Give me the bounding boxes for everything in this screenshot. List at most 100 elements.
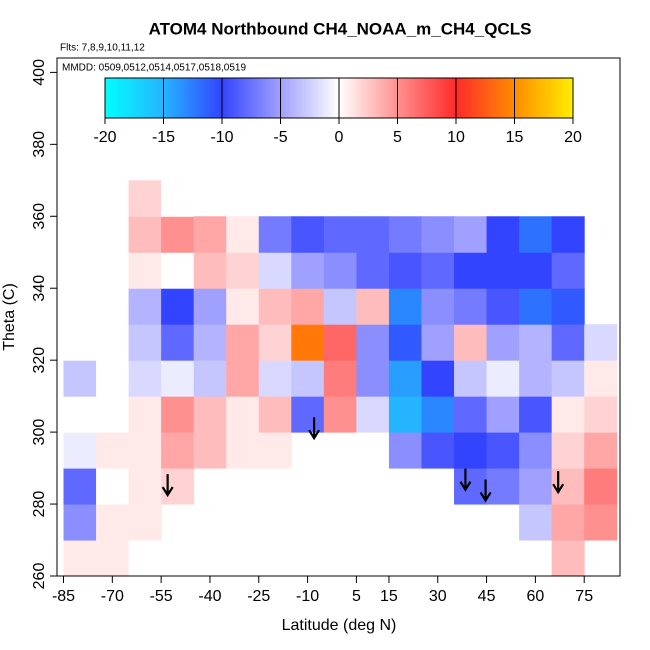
x-tick-label: 60 [526,588,544,605]
colorbar-tick-label: 5 [393,129,402,146]
heat-cell [519,216,553,253]
heat-cell [291,252,325,289]
heat-cell [193,252,227,289]
heat-cell [519,360,553,397]
x-tick-label: -10 [296,588,319,605]
heat-cell [193,396,227,433]
heat-cell [421,288,455,325]
heat-cell [128,540,162,577]
y-tick-label: 280 [31,491,48,518]
heat-cell [551,252,585,289]
heat-cell [258,324,292,361]
heat-cell [388,252,422,289]
colorbar-tick-label: -20 [93,129,116,146]
heat-cell [161,216,195,253]
y-tick-label: 320 [31,347,48,374]
heat-cell [551,288,585,325]
heat-cell [63,360,97,397]
x-tick-label: 30 [429,588,447,605]
heat-cell [519,432,553,469]
heat-cell [421,432,455,469]
colorbar-tick-label: -10 [210,129,233,146]
heat-cell [519,324,553,361]
x-tick-label: -70 [101,588,124,605]
heat-cell [96,540,130,577]
heat-cell [63,396,97,433]
heat-cell [421,360,455,397]
heat-cell [291,216,325,253]
heat-cell [63,432,97,469]
heat-cell [128,288,162,325]
x-tick-label: 5 [352,588,361,605]
heat-cell [161,288,195,325]
heat-cell [128,324,162,361]
heat-cell [96,396,130,433]
heat-cell [161,468,195,505]
heat-cell [128,180,162,217]
heat-cell [96,288,130,325]
colorbar-tick-label: 10 [447,129,465,146]
heat-cell [356,216,390,253]
heat-cell [486,468,520,505]
heat-cell [161,180,195,217]
heat-cell [161,324,195,361]
heat-cell [551,504,585,541]
heat-cell [96,324,130,361]
heat-cell [356,360,390,397]
x-tick-label: 45 [478,588,496,605]
heat-cell [551,216,585,253]
heat-cell [128,468,162,505]
heat-cell [388,432,422,469]
heat-cell [584,396,618,433]
heat-cell [388,216,422,253]
heat-cell [421,252,455,289]
heat-cell [584,324,618,361]
heat-cell [161,432,195,469]
heat-cell [96,360,130,397]
heat-cell [486,252,520,289]
y-tick-label: 400 [31,59,48,86]
heat-cell [519,288,553,325]
heat-cell [454,360,488,397]
chart-title: ATOM4 Northbound CH4_NOAA_m_CH4_QCLS [149,19,532,38]
heat-cell [128,252,162,289]
heat-cell [161,252,195,289]
plot-frame [56,57,621,577]
heat-cell [486,324,520,361]
heat-cell [486,360,520,397]
heat-cell [63,468,97,505]
arrow [459,468,472,492]
heat-cell [486,396,520,433]
heat-cell [486,432,520,469]
heat-cell [226,288,260,325]
heat-cell [551,360,585,397]
y-tick-label: 260 [31,563,48,590]
heat-cell [128,216,162,253]
x-axis-label: Latitude (deg N) [282,617,397,634]
heat-cell [323,396,357,433]
colorbar-tick-label: 20 [564,129,582,146]
heat-cell [356,396,390,433]
heat-cell [356,324,390,361]
heat-cell [421,396,455,433]
heat-cell [193,360,227,397]
heat-cell [226,396,260,433]
heat-cell [454,216,488,253]
heat-cell [128,396,162,433]
y-tick-label: 380 [31,131,48,158]
colorbar-tick-label: -15 [152,129,175,146]
heat-cell [226,252,260,289]
heat-cell [226,324,260,361]
heat-cell [193,324,227,361]
subtitle: Flts: 7,8,9,10,11,12 [60,43,145,54]
y-axis-label: Theta (C) [1,283,18,351]
heat-cell [63,504,97,541]
heat-cell [486,216,520,253]
heat-cell [128,432,162,469]
heat-cell [323,252,357,289]
heat-cell [96,432,130,469]
heat-cell [193,288,227,325]
arrow [308,417,321,441]
heat-cell [454,288,488,325]
heat-cell [486,288,520,325]
